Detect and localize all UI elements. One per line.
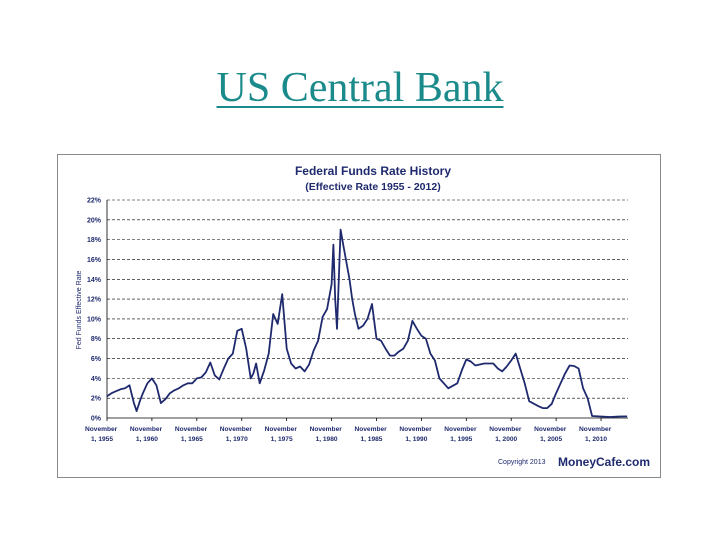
x-tick-label: November 1, 1960 <box>130 426 163 443</box>
y-tick-label: 4% <box>91 376 102 383</box>
chart-title: Federal Funds Rate History <box>295 164 451 178</box>
x-tick-labels: November 1, 1955 November 1, 1960 November 1,… <box>85 418 612 443</box>
chart-subtitle: (Effective Rate 1955 - 2012) <box>305 181 440 193</box>
x-tick-label: November 1, 2000 <box>489 426 522 443</box>
x-tick-label: November 1, 1985 <box>354 426 387 443</box>
y-tick-label: 2% <box>91 396 102 403</box>
x-tick-label: November 1, 1995 <box>444 426 477 443</box>
slide-title: US Central Bank <box>216 65 504 111</box>
x-tick-label: November 1, 1975 <box>265 426 298 443</box>
copyright-text: Copyright 2013 <box>498 459 546 466</box>
x-tick-label: November 1, 1970 <box>220 426 253 443</box>
y-tick-label: 20% <box>87 217 102 224</box>
brand-logo-text: MoneyCafe.com <box>558 455 651 469</box>
y-tick-label: 12% <box>87 297 102 304</box>
chart-svg: Federal Funds Rate History (Effective Ra… <box>76 164 628 443</box>
x-tick-label: November 1, 1980 <box>310 426 343 443</box>
x-tick-label: November 1, 1990 <box>399 426 432 443</box>
x-tick-label: November 1, 1955 <box>85 426 118 443</box>
y-tick-label: 10% <box>87 316 102 323</box>
y-axis-label: Fed Funds Effective Rate <box>76 270 83 349</box>
chart-frame: Federal Funds Rate History (Effective Ra… <box>57 154 661 478</box>
y-tick-label: 16% <box>87 257 102 264</box>
y-tick-label: 8% <box>91 336 102 343</box>
x-tick-label: November 1, 1965 <box>175 426 208 443</box>
y-tick-label: 22% <box>87 198 102 205</box>
y-tick-label: 18% <box>87 237 102 244</box>
y-tick-labels: 0% 2% 4% 6% 8% 10% 12% 14% 16% 18% 20% 22% <box>87 198 102 423</box>
y-tick-label: 14% <box>87 277 102 284</box>
y-tick-label: 0% <box>91 416 102 423</box>
y-tick-label: 6% <box>91 356 102 363</box>
x-tick-label: November 1, 2010 <box>579 426 612 443</box>
series-line-fed-funds-rate <box>106 228 628 418</box>
x-tick-label: November 1, 2005 <box>534 426 567 443</box>
